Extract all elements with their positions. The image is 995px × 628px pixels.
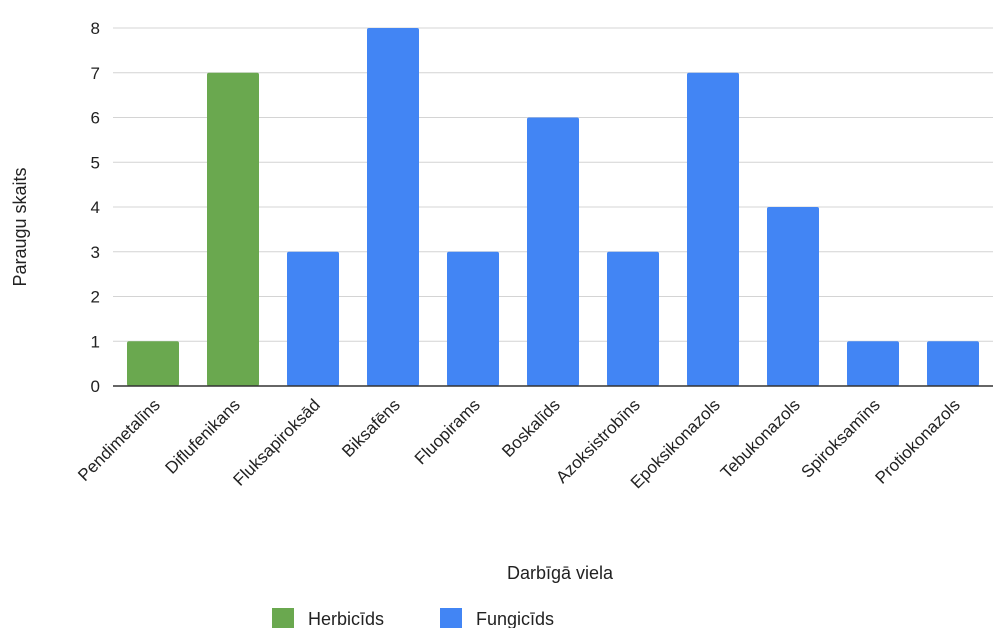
y-axis-ticks: 0 1 2 3 4 5 6 7 8 xyxy=(91,19,100,396)
y-tick-label: 4 xyxy=(91,198,100,217)
legend: Herbicīds Fungicīds xyxy=(272,608,554,628)
x-tick-label: Azoksistrobīns xyxy=(552,395,644,487)
bar xyxy=(207,72,259,386)
bar xyxy=(847,341,899,386)
y-axis-title: Paraugu skaits xyxy=(10,167,30,286)
y-tick-label: 7 xyxy=(91,64,100,83)
bar xyxy=(767,207,819,386)
bar xyxy=(287,251,339,386)
bar xyxy=(127,341,179,386)
x-tick-label: Biksafēns xyxy=(338,395,404,461)
y-tick-label: 6 xyxy=(91,109,100,128)
y-tick-label: 2 xyxy=(91,288,100,307)
x-axis-title: Darbīgā viela xyxy=(507,563,614,583)
bar xyxy=(607,251,659,386)
legend-swatch xyxy=(272,608,294,628)
bar xyxy=(927,341,979,386)
x-tick-label: Pendimetalīns xyxy=(74,395,164,485)
legend-label: Fungicīds xyxy=(476,609,554,628)
x-tick-label: Boskalīds xyxy=(498,395,564,461)
x-axis-ticks: PendimetalīnsDiflufenikansFluksapiroksād… xyxy=(74,395,964,492)
x-tick-label: Spiroksamīns xyxy=(798,395,884,481)
x-tick-label: Protiokonazols xyxy=(872,395,964,487)
x-tick-label: Tebukonazols xyxy=(717,395,804,482)
y-tick-label: 1 xyxy=(91,332,100,351)
bar xyxy=(447,251,499,386)
y-tick-label: 8 xyxy=(91,19,100,38)
x-tick-label: Fluopirams xyxy=(411,395,484,468)
bars xyxy=(127,28,979,386)
y-tick-label: 3 xyxy=(91,243,100,262)
x-tick-label: Diflufenikans xyxy=(162,395,244,477)
y-tick-label: 5 xyxy=(91,153,100,172)
bar xyxy=(687,72,739,386)
bar xyxy=(527,117,579,386)
legend-label: Herbicīds xyxy=(308,609,384,628)
x-tick-label: Fluksapiroksād xyxy=(230,395,324,489)
bar xyxy=(367,28,419,386)
y-tick-label: 0 xyxy=(91,377,100,396)
legend-swatch xyxy=(440,608,462,628)
